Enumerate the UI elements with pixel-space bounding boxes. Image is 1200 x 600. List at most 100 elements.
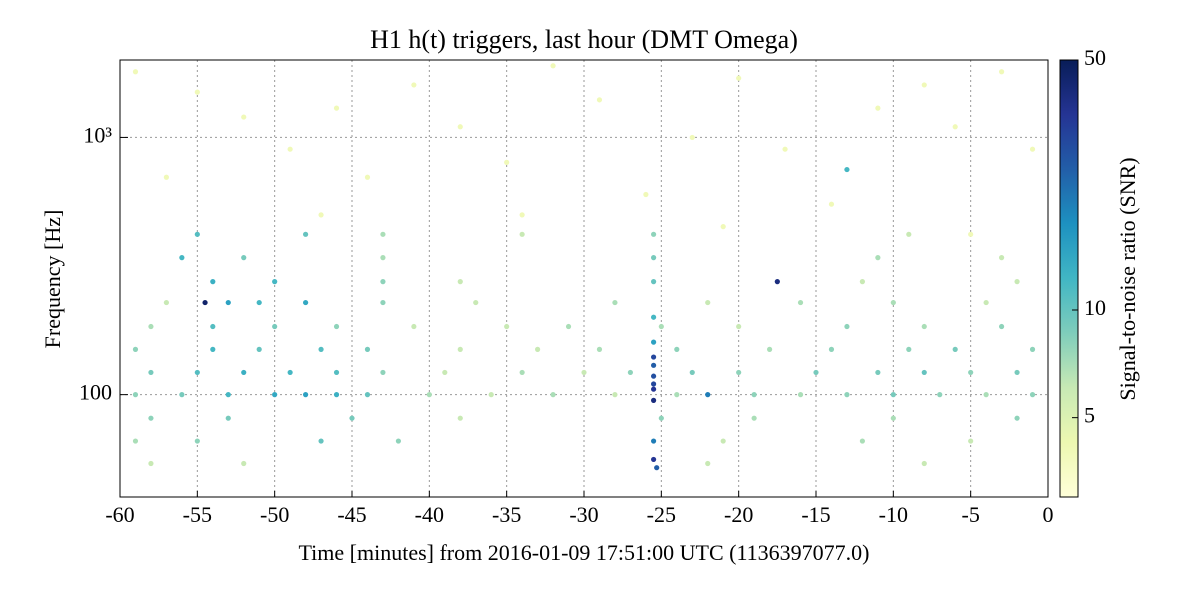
chart-title: H1 h(t) triggers, last hour (DMT Omega) (370, 25, 798, 54)
trigger-point (148, 460, 154, 467)
colorbar-tick-label: 10 (1084, 295, 1106, 320)
trigger-point (651, 397, 657, 403)
trigger-point (875, 369, 881, 376)
trigger-point (225, 392, 231, 398)
trigger-point (859, 279, 866, 285)
trigger-point (318, 346, 324, 352)
trigger-point (380, 369, 386, 376)
trigger-point (689, 134, 695, 141)
trigger-point (658, 323, 664, 330)
y-axis-label: Frequency [Hz] (40, 210, 65, 349)
trigger-point (179, 255, 185, 261)
trigger-point (937, 392, 943, 398)
x-tick-label: -10 (879, 502, 908, 527)
trigger-point (968, 369, 974, 376)
trigger-point (1029, 346, 1036, 352)
colorbar-tick-label: 5 (1084, 403, 1095, 428)
x-tick-label: -45 (337, 502, 366, 527)
trigger-point (380, 299, 386, 306)
trigger-point (241, 460, 247, 467)
trigger-point (333, 369, 340, 376)
trigger-point (797, 299, 804, 306)
trigger-point (968, 438, 974, 444)
trigger-point (349, 415, 355, 421)
trigger-point (488, 392, 494, 398)
trigger-point (720, 438, 726, 444)
x-tick-label: -5 (962, 502, 980, 527)
trigger-point (651, 339, 657, 345)
trigger-point (705, 299, 711, 306)
x-tick-label: -25 (647, 502, 676, 527)
trigger-point (426, 392, 432, 398)
trigger-point (303, 299, 309, 306)
trigger-point (651, 231, 657, 237)
trigger-point (550, 392, 556, 398)
trigger-point (1029, 146, 1036, 152)
trigger-point (318, 438, 324, 444)
trigger-point (651, 362, 657, 368)
trigger-point (828, 201, 835, 207)
trigger-point (364, 174, 371, 180)
trigger-point (163, 299, 169, 306)
trigger-point (210, 346, 216, 352)
trigger-point (651, 255, 657, 261)
trigger-point (210, 279, 216, 285)
trigger-point (705, 460, 711, 467)
trigger-point (380, 255, 386, 261)
trigger-point (921, 460, 927, 467)
x-tick-label: -40 (415, 502, 444, 527)
trigger-point (565, 323, 572, 330)
trigger-point (148, 415, 154, 421)
trigger-point (256, 346, 262, 352)
trigger-point (457, 124, 463, 130)
trigger-point (256, 299, 262, 306)
trigger-point (952, 346, 958, 352)
colorbar-label: Signal-to-noise ratio (SNR) (1115, 157, 1140, 400)
trigger-point (844, 392, 850, 398)
x-tick-label: -30 (569, 502, 598, 527)
trigger-point (148, 369, 154, 376)
trigger-point (751, 392, 757, 398)
trigger-point (921, 323, 927, 330)
trigger-point (612, 299, 618, 306)
trigger-point (651, 354, 657, 360)
trigger-point (318, 212, 324, 218)
trigger-point (674, 346, 680, 352)
trigger-point (736, 75, 742, 81)
x-tick-label: -60 (105, 502, 134, 527)
trigger-point (906, 231, 912, 237)
trigger-point (875, 105, 881, 111)
trigger-point (736, 369, 742, 376)
y-tick-label: 100 (79, 380, 112, 405)
x-tick-label: -35 (492, 502, 521, 527)
trigger-point (651, 381, 657, 387)
trigger-point (519, 212, 525, 218)
trigger-point (287, 146, 293, 152)
trigger-point (999, 323, 1005, 330)
trigger-point (194, 89, 200, 95)
trigger-point (333, 392, 340, 398)
trigger-point (364, 392, 371, 398)
trigger-point (890, 392, 896, 398)
trigger-point (457, 279, 463, 285)
trigger-point (333, 105, 340, 111)
trigger-point (194, 231, 200, 237)
trigger-point (202, 299, 208, 306)
trigger-point (797, 392, 804, 398)
trigger-point (844, 323, 850, 330)
plot-frame (119, 59, 1049, 498)
trigger-point (581, 369, 587, 376)
trigger-point (875, 255, 881, 261)
trigger-point (651, 373, 657, 379)
trigger-point (651, 279, 657, 285)
trigger-point (654, 465, 660, 471)
trigger-point (705, 392, 711, 398)
trigger-point (751, 415, 757, 421)
trigger-point (442, 369, 448, 376)
colorbar-tick-label: 50 (1084, 45, 1106, 70)
trigger-point (380, 279, 386, 285)
trigger-point (720, 224, 726, 230)
trigger-point (1029, 392, 1036, 398)
